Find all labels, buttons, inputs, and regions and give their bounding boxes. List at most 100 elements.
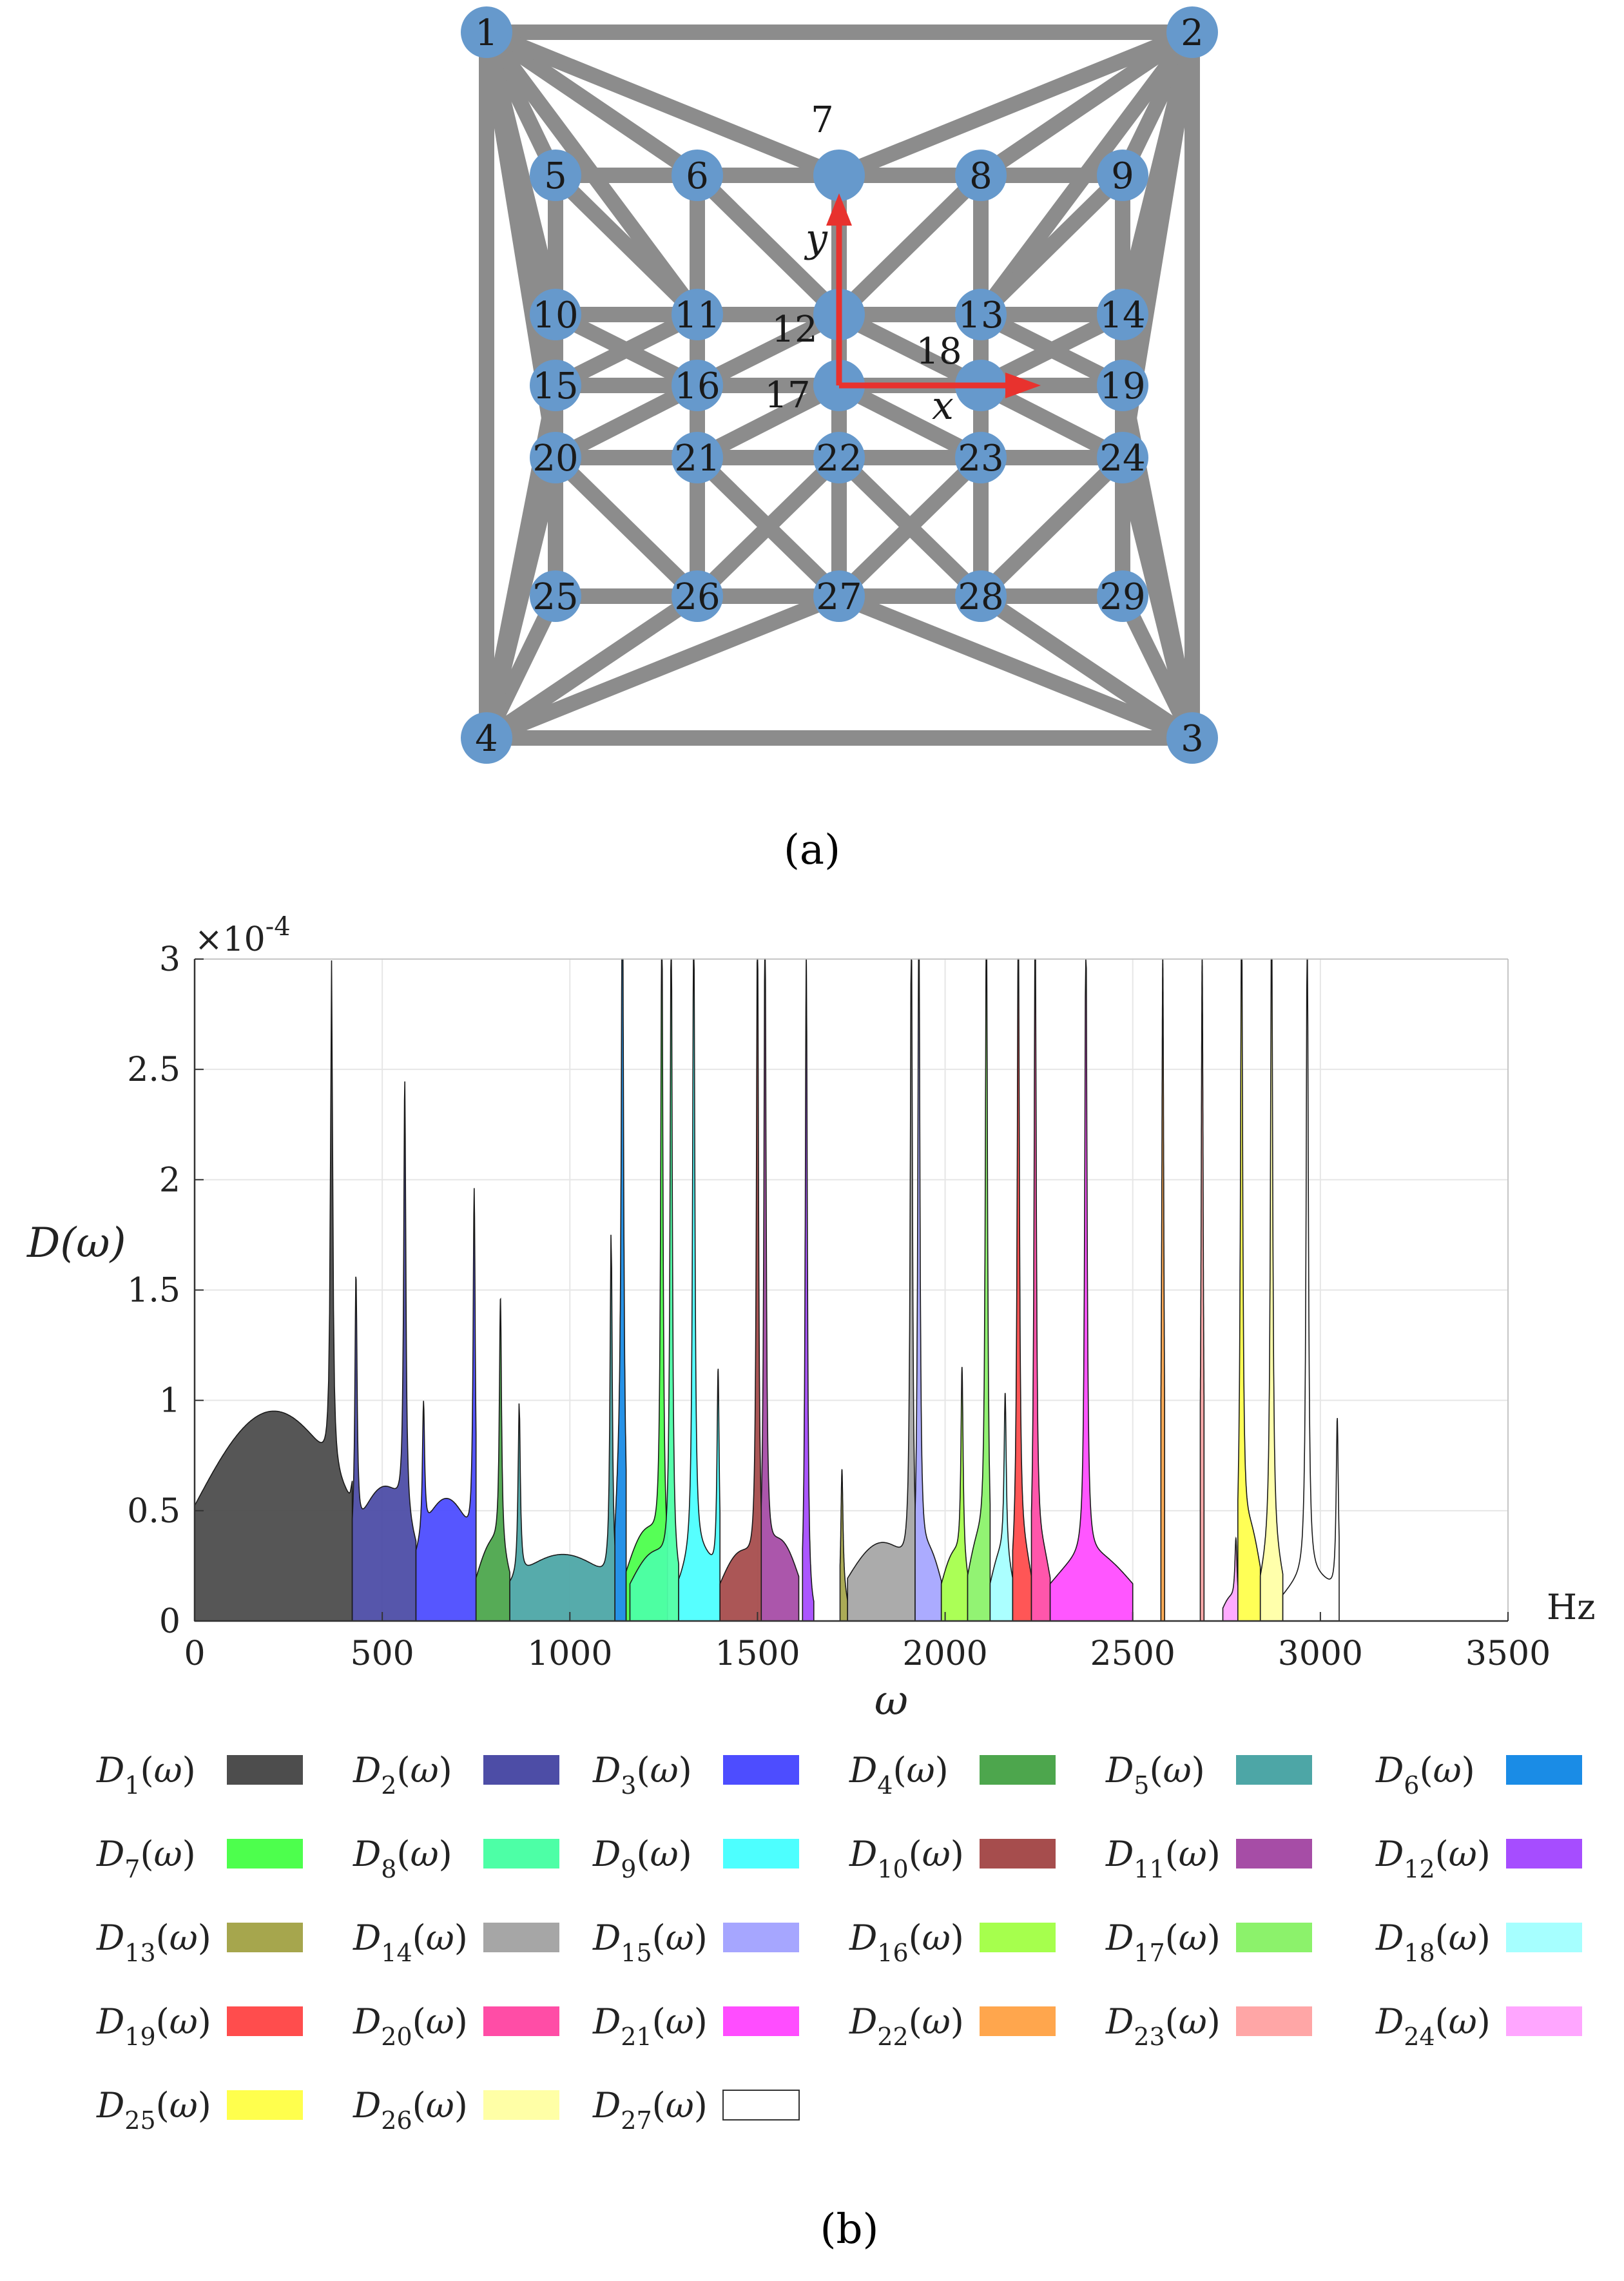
truss-member	[973, 307, 1130, 393]
legend-item-d17: D17(ω)	[1105, 1917, 1312, 1967]
legend-label: D12(ω)	[1375, 1834, 1491, 1883]
legend-swatch	[483, 2006, 559, 2036]
legend-label: D9(ω)	[592, 1834, 692, 1883]
y-tick-label: 0.5	[127, 1492, 180, 1531]
node-label: 9	[1111, 155, 1134, 197]
truss-node	[955, 570, 1007, 622]
truss-member	[831, 450, 989, 604]
legend-item-d27: D27(ω)	[592, 2085, 800, 2135]
legend-item-d5: D5(ω)	[1105, 1750, 1312, 1800]
node-label: 22	[816, 438, 862, 480]
truss-member	[973, 24, 1200, 183]
legend-swatch	[980, 2006, 1056, 2036]
legend-label: D18(ω)	[1375, 1917, 1491, 1967]
truss-node	[1097, 289, 1148, 340]
x-tick-label: 2500	[1090, 1635, 1175, 1673]
legend-swatch	[227, 1755, 303, 1785]
legend-item-d7: D7(ω)	[96, 1834, 303, 1883]
truss-member	[831, 588, 1200, 746]
node-label: 28	[958, 576, 1003, 618]
area-d6	[614, 958, 627, 1622]
node-label: 4	[475, 718, 498, 760]
node-label: 19	[1099, 365, 1145, 407]
legend-swatch	[1506, 1839, 1582, 1868]
area-d2	[351, 1081, 417, 1622]
legend-swatch	[980, 1755, 1056, 1785]
legend-item-d13: D13(ω)	[96, 1917, 303, 1967]
node-label: 15	[532, 365, 578, 407]
x-arrow-head	[1005, 373, 1041, 398]
truss-node	[1166, 6, 1218, 58]
area-d12	[802, 959, 815, 1622]
truss-member	[548, 378, 705, 465]
node-label: 23	[958, 438, 1003, 480]
truss-member	[690, 450, 847, 604]
truss-node	[530, 570, 581, 622]
legend-item-d21: D21(ω)	[592, 2001, 799, 2051]
node-label: 7	[811, 99, 834, 141]
node-label: 17	[764, 374, 810, 416]
truss-node	[672, 289, 723, 340]
legend-label: D19(ω)	[96, 2001, 211, 2051]
x-tick-label: 500	[351, 1635, 414, 1673]
legend-swatch	[1236, 1755, 1312, 1785]
truss-member	[831, 307, 989, 393]
panel-b-label: (b)	[820, 2206, 879, 2253]
truss-node	[955, 150, 1007, 201]
legend-item-d16: D16(ω)	[849, 1917, 1056, 1967]
area-d3	[415, 1188, 477, 1622]
legend-swatch	[722, 2090, 800, 2121]
truss-node	[530, 360, 581, 411]
legend-item-d19: D19(ω)	[96, 2001, 303, 2051]
legend-swatch	[1506, 1755, 1582, 1785]
node-label: 21	[674, 438, 720, 480]
node-label: 1	[475, 12, 498, 54]
legend-label: D8(ω)	[353, 1834, 452, 1883]
legend-item-d6: D6(ω)	[1375, 1750, 1582, 1800]
legend-swatch	[723, 2006, 799, 2036]
legend-item-d26: D26(ω)	[353, 2085, 559, 2135]
truss-node	[530, 150, 581, 201]
truss-node	[530, 432, 581, 483]
legend-item-d23: D23(ω)	[1105, 2001, 1312, 2051]
truss-node	[813, 150, 865, 201]
truss-node	[672, 570, 723, 622]
truss-member	[973, 588, 1200, 746]
legend-swatch	[483, 1755, 559, 1785]
coordinate-axes: yx	[804, 193, 1041, 429]
node-label: 26	[674, 576, 720, 618]
legend-swatch	[483, 2090, 559, 2120]
area-d8	[629, 958, 679, 1622]
legend-swatch	[1236, 2006, 1312, 2036]
y-tick-label: 3	[159, 940, 180, 979]
legend-label: D20(ω)	[353, 2001, 468, 2051]
area-d16	[940, 1366, 969, 1622]
area-d21	[1049, 958, 1134, 1622]
y-multiplier: ×10-4	[195, 912, 291, 959]
area-d18	[989, 1393, 1014, 1622]
node-label: 20	[532, 438, 578, 480]
legend-item-d14: D14(ω)	[353, 1917, 559, 1967]
truss-member	[973, 168, 1130, 322]
x-tick-label: 3000	[1278, 1635, 1363, 1673]
truss-member	[973, 378, 1130, 465]
panel-b-chart: 0 500 1000 1500 2000 2500 3000 3500 0 0.5 1 1.5 2 2.5…	[26, 912, 1596, 1725]
truss-node	[1097, 432, 1148, 483]
y-arrow-head	[826, 193, 852, 226]
legend-label: D5(ω)	[1105, 1750, 1205, 1800]
area-series	[194, 958, 1340, 1622]
legend-label: D26(ω)	[353, 2085, 468, 2135]
y-tick-label: 0	[159, 1602, 180, 1641]
truss-member	[690, 168, 847, 322]
truss-node	[1166, 712, 1218, 764]
truss-member	[973, 450, 1130, 604]
legend-label: D13(ω)	[96, 1917, 211, 1967]
area-d5	[509, 1234, 615, 1622]
x-tick-label: 0	[184, 1635, 205, 1673]
truss-member	[831, 168, 989, 322]
legend-item-d9: D9(ω)	[592, 1834, 799, 1883]
area-d15	[914, 958, 942, 1622]
legend-swatch	[1236, 1923, 1312, 1952]
